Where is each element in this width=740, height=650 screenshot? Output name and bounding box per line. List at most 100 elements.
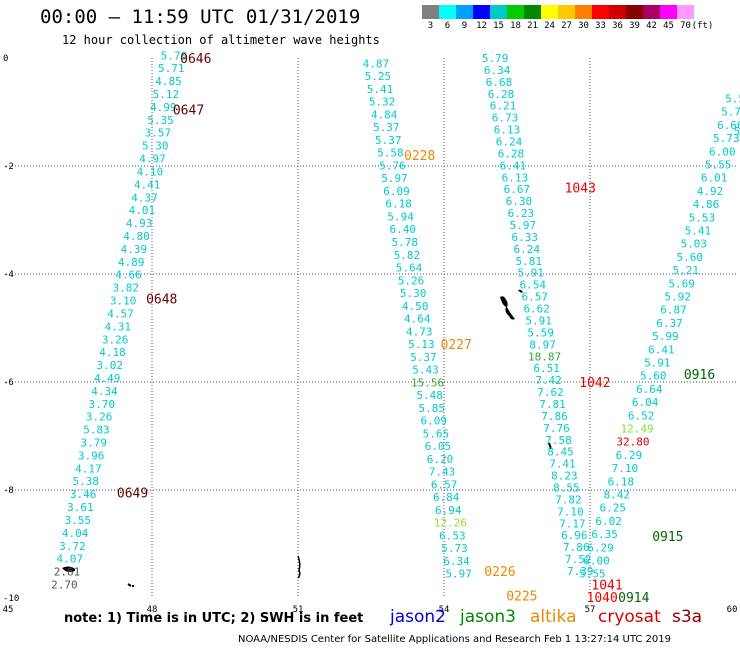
map-subtitle: 12 hour collection of altimeter wave hei… — [62, 33, 380, 47]
pass-time-label: 0648 — [146, 292, 177, 307]
wave-height-value: 4.84 — [371, 108, 398, 121]
wave-height-value: 6.41 — [648, 343, 675, 356]
wave-height-value: 4.34 — [91, 385, 118, 398]
wave-height-value: 6.33 — [512, 231, 539, 244]
wave-height-value: 4.64 — [404, 313, 431, 326]
wave-height-value: 5.78 — [392, 236, 419, 249]
wave-height-value: 4.73 — [406, 325, 433, 338]
wave-height-value: 4.86 — [693, 198, 720, 211]
wave-height-value: 5.75 — [721, 106, 740, 119]
wave-height-value: 4.49 — [94, 372, 121, 385]
wave-height-value: 5.82 — [394, 249, 421, 262]
wave-height-value: 7.86 — [563, 541, 590, 554]
island-shape — [297, 555, 301, 579]
x-tick-label: 60 — [727, 605, 738, 615]
wave-height-value: 8.23 — [551, 470, 578, 483]
wave-height-value: 5.48 — [416, 389, 443, 402]
wave-height-value: 6.24 — [514, 243, 541, 256]
wave-height-value: 5.13 — [408, 338, 435, 351]
wave-height-value: 5.69 — [668, 277, 695, 290]
wave-height-value: 6.29 — [616, 449, 643, 462]
wave-height-value: 7.76 — [543, 422, 570, 435]
wave-height-value: 5.35 — [147, 114, 174, 127]
legend-label: 21 — [527, 21, 538, 31]
wave-height-value: 5.81 — [516, 255, 543, 268]
wave-height-value: 7.39 — [567, 565, 594, 578]
wave-height-value: 18.87 — [528, 350, 561, 363]
color-legend — [422, 5, 711, 19]
wave-height-value: 3.55 — [65, 514, 92, 527]
pass-time-label: 1041 — [591, 579, 622, 594]
legend-label: 30 — [578, 21, 589, 31]
wave-height-value: 3.72 — [59, 540, 86, 553]
legend-label: 45 — [663, 21, 674, 31]
wave-height-value: 2.70 — [51, 579, 78, 592]
wave-height-value: 7.58 — [545, 434, 572, 447]
wave-height-value: 5.83 — [83, 424, 110, 437]
island-outlines — [62, 289, 552, 587]
y-tick-label: -2 — [3, 162, 14, 172]
wave-height-value: 6.40 — [390, 223, 417, 236]
wave-height-value: 5.97 — [381, 172, 408, 185]
wave-height-value: 4.89 — [118, 256, 145, 269]
wave-height-value: 3.79 — [81, 437, 108, 450]
wave-height-value: 6.57 — [521, 291, 548, 304]
legend-label: 36 — [612, 21, 623, 31]
wave-height-value: 6.73 — [492, 112, 519, 125]
wave-height-value: 15.56 — [411, 376, 444, 389]
legend-swatch — [422, 5, 439, 19]
wave-height-value: 5.43 — [412, 364, 439, 377]
wave-height-value: 6.53 — [439, 529, 466, 542]
wave-height-value: 6.41 — [500, 159, 527, 172]
altimeter-tracks: 5.705.714.855.124.995.353.575.304.974.10… — [51, 49, 740, 591]
wave-height-value: 6.54 — [519, 279, 546, 292]
wave-height-value: 4.92 — [697, 185, 724, 198]
wave-height-value: 4.41 — [134, 178, 161, 191]
legend-label: 70 — [680, 21, 691, 31]
wave-height-value: 6.18 — [608, 475, 635, 488]
wave-height-value: 5.79 — [482, 52, 509, 65]
legend-swatch — [490, 5, 507, 19]
pass-time-label: 0649 — [117, 487, 148, 502]
wave-height-value: 4.37 — [131, 191, 158, 204]
wave-height-value: 6.35 — [591, 528, 618, 541]
x-tick-label: 48 — [147, 605, 158, 615]
wave-height-value: 5.91 — [644, 357, 671, 370]
wave-height-value: 4.01 — [129, 204, 156, 217]
y-tick-label: -6 — [3, 378, 14, 388]
wave-height-value: 7.10 — [557, 505, 584, 518]
wave-height-value: 4.85 — [155, 75, 182, 88]
x-tick-label: 57 — [585, 605, 596, 615]
legend-label: 6 — [444, 21, 451, 31]
wave-height-value: 5.85 — [418, 402, 445, 415]
wave-height-value: 5.91 — [525, 314, 552, 327]
wave-height-value: 3.61 — [67, 501, 94, 514]
legend-swatch — [609, 5, 626, 19]
wave-height-value: 6.84 — [433, 491, 460, 504]
wave-height-value: 6.00 — [709, 145, 736, 158]
wave-height-value: 5.94 — [387, 210, 414, 223]
wave-height-value: 7.86 — [541, 410, 568, 423]
wave-height-value: 5.26 — [398, 274, 425, 287]
legend-swatch — [660, 5, 677, 19]
legend-swatch — [524, 5, 541, 19]
wave-height-value: 5.41 — [367, 83, 394, 96]
wave-height-value: 2.61 — [54, 566, 81, 579]
legend-swatch — [575, 5, 592, 19]
wave-height-value: 3.96 — [78, 449, 105, 462]
wave-height-value: 5.58 — [377, 147, 404, 160]
pass-time-label: 0227 — [441, 338, 472, 353]
wave-height-value: 5.71 — [158, 62, 185, 75]
wave-height-value: 5.70 — [161, 49, 188, 62]
legend-label: 39 — [629, 21, 640, 31]
wave-height-value: 5.60 — [640, 370, 667, 383]
island-shape — [500, 296, 515, 320]
legend-label: 42 — [646, 21, 657, 31]
wave-height-value: 8.97 — [529, 338, 556, 351]
pass-time-label: 0916 — [684, 368, 715, 383]
pass-time-label: 0914 — [618, 591, 649, 606]
wave-height-value: 6.52 — [628, 409, 655, 422]
wave-height-value: 6.13 — [502, 171, 529, 184]
legend-swatch — [694, 5, 711, 19]
wave-height-value: 7.43 — [429, 466, 456, 479]
